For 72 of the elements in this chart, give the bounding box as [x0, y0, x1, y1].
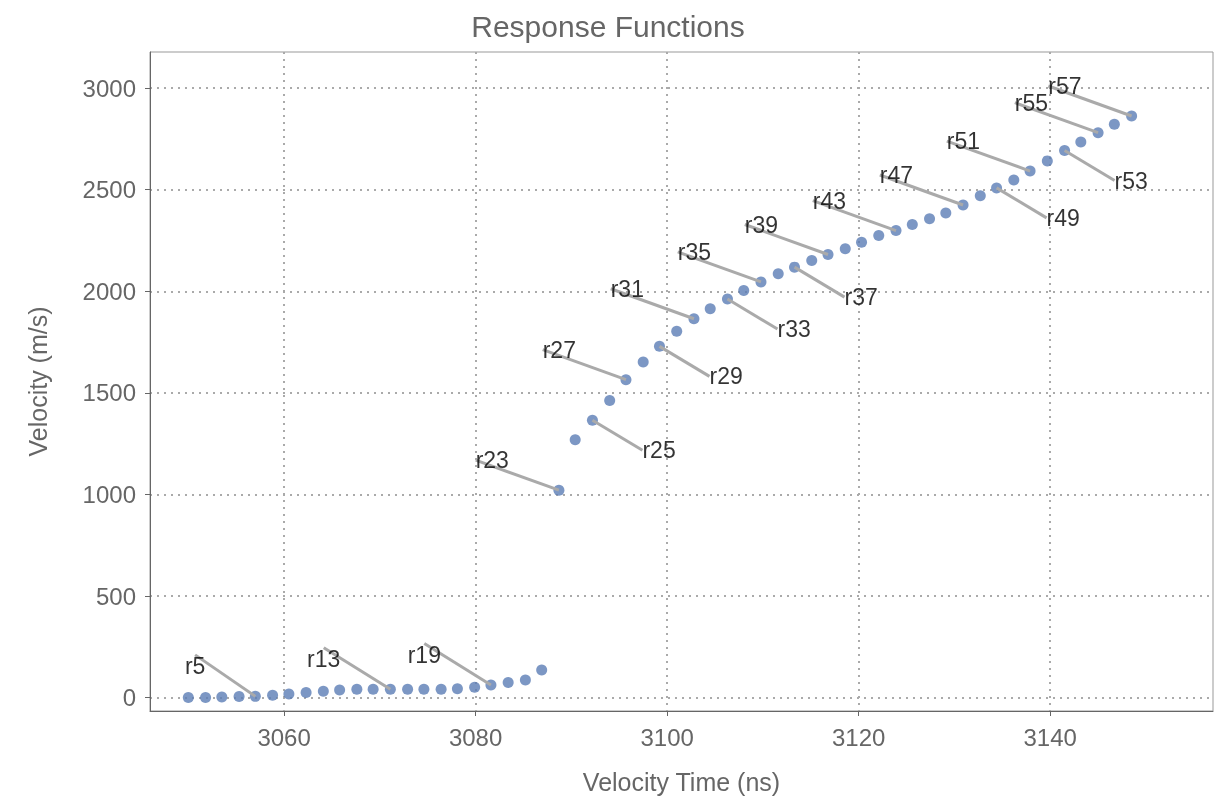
point — [1008, 174, 1020, 186]
point — [233, 691, 245, 703]
point — [1041, 155, 1053, 167]
point — [502, 677, 514, 689]
annotation: r5 — [184, 653, 206, 680]
point — [604, 394, 616, 406]
point — [334, 684, 346, 696]
point — [1075, 136, 1087, 148]
y-tick-label: 0 — [122, 684, 136, 712]
point — [637, 356, 649, 368]
annotation: r25 — [642, 437, 676, 464]
annotation: r51 — [946, 128, 981, 155]
y-tick-label: 1500 — [82, 379, 136, 407]
annotation: r47 — [879, 161, 914, 188]
annotation: r29 — [709, 363, 743, 390]
annotation: r31 — [610, 275, 644, 302]
annotation: r33 — [777, 316, 811, 343]
point — [435, 683, 447, 695]
point — [906, 218, 918, 230]
x-tick-label: 3080 — [448, 723, 503, 751]
y-tick-label: 1000 — [82, 480, 136, 508]
x-axis-title: Velocity Time (ns) — [582, 767, 781, 796]
annotation: r27 — [542, 336, 576, 363]
chart-title: Response Functions — [471, 9, 745, 43]
annotation: r13 — [307, 646, 341, 673]
point — [200, 692, 212, 704]
y-tick-label: 500 — [95, 582, 136, 610]
point — [856, 236, 868, 248]
point — [873, 229, 885, 241]
annotation: r23 — [475, 447, 509, 474]
point — [940, 207, 952, 219]
point — [671, 325, 683, 337]
annotation: r49 — [1046, 204, 1080, 231]
x-tick-label: 3060 — [257, 723, 311, 751]
annotation: r37 — [844, 284, 878, 311]
x-tick-label: 3140 — [1023, 723, 1077, 751]
point — [267, 689, 279, 701]
point — [772, 268, 784, 280]
point — [351, 683, 363, 695]
point — [806, 254, 818, 266]
annotation: r43 — [812, 187, 847, 214]
point — [283, 688, 295, 700]
x-tick-label: 3120 — [831, 723, 886, 751]
y-tick-label: 2500 — [82, 176, 136, 204]
annotation: r19 — [407, 642, 441, 668]
point — [924, 213, 936, 225]
annotation: r57 — [1048, 72, 1082, 99]
point — [569, 434, 581, 446]
y-tick-label: 3000 — [82, 74, 136, 102]
point — [317, 685, 329, 697]
point — [367, 683, 379, 695]
point — [519, 674, 531, 686]
point — [974, 190, 986, 202]
annotation: r35 — [677, 238, 711, 265]
point — [418, 683, 430, 695]
point — [839, 243, 851, 255]
point — [402, 683, 414, 695]
y-tick-label: 2000 — [82, 277, 136, 305]
point — [704, 303, 716, 315]
x-tick-label: 3100 — [640, 723, 694, 751]
point — [536, 664, 548, 676]
point — [451, 683, 463, 695]
point — [738, 284, 750, 296]
point — [300, 687, 312, 699]
annotation: r55 — [1014, 89, 1049, 116]
annotation: r39 — [744, 211, 779, 238]
point — [469, 681, 481, 693]
y-axis-title: Velocity (m/s) — [23, 306, 52, 457]
point — [1108, 118, 1120, 130]
annotation: r53 — [1114, 167, 1148, 194]
point — [216, 691, 228, 703]
point — [182, 692, 194, 704]
